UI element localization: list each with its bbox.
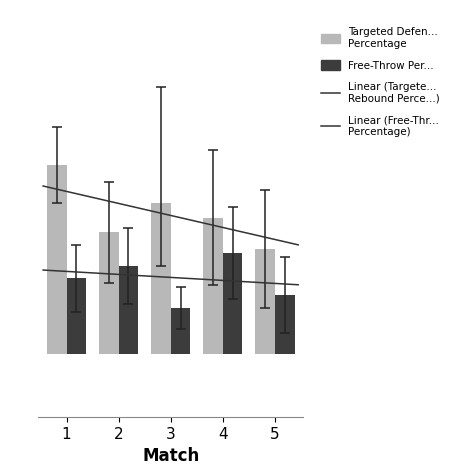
- Bar: [99, 232, 118, 354]
- Bar: [151, 203, 171, 354]
- Bar: [66, 278, 86, 354]
- Legend: Targeted Defen...
Percentage, Free-Throw Per..., Linear (Targete...
Rebound Perc: Targeted Defen... Percentage, Free-Throw…: [318, 24, 443, 140]
- Bar: [171, 308, 191, 354]
- Bar: [275, 295, 294, 354]
- Bar: [223, 253, 243, 354]
- Bar: [255, 249, 275, 354]
- Bar: [118, 266, 138, 354]
- Bar: [47, 165, 66, 354]
- X-axis label: Match: Match: [142, 447, 199, 465]
- Bar: [203, 218, 223, 354]
